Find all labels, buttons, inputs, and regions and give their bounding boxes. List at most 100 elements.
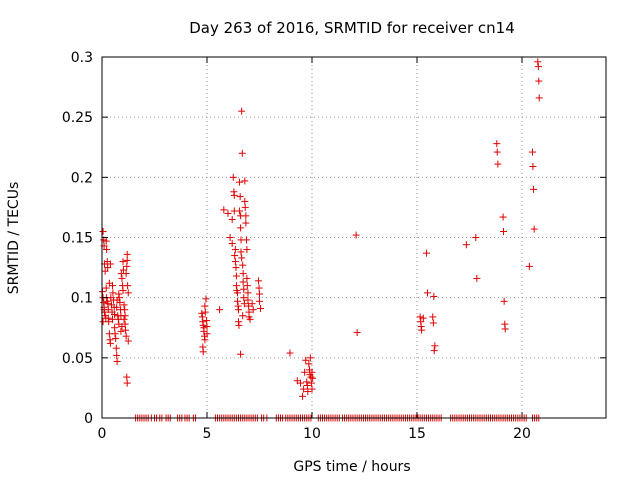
data-point — [201, 308, 209, 316]
data-point — [122, 270, 130, 278]
data-point — [238, 149, 246, 157]
data-point — [352, 231, 360, 239]
data-point — [245, 302, 253, 310]
data-point — [303, 382, 311, 390]
x-tick-label: 5 — [203, 426, 212, 442]
data-point — [233, 289, 241, 297]
data-point — [123, 373, 131, 381]
data-point — [472, 234, 480, 241]
data-point — [115, 294, 123, 302]
data-point — [233, 297, 241, 305]
data-point — [256, 290, 263, 298]
data-point — [243, 246, 251, 254]
data-point — [525, 262, 533, 270]
data-point — [296, 379, 304, 387]
data-point — [424, 289, 431, 297]
data-point — [118, 323, 126, 331]
y-axis-label: SRMTID / TECUs — [6, 182, 22, 295]
data-point — [230, 191, 238, 199]
data-point — [228, 215, 236, 223]
data-point — [241, 197, 249, 205]
data-point — [101, 267, 109, 275]
x-axis-label: GPS time / hours — [293, 459, 410, 475]
data-point — [286, 349, 294, 357]
data-point — [122, 332, 130, 340]
data-point — [109, 282, 116, 290]
data-point — [121, 306, 129, 314]
data-point — [239, 312, 247, 320]
data-point — [248, 300, 256, 308]
data-point — [534, 63, 542, 71]
data-point — [416, 313, 424, 321]
data-point — [238, 107, 246, 115]
data-point — [431, 342, 439, 350]
data-point — [111, 330, 119, 338]
data-point — [124, 289, 132, 297]
x-tick-label: 20 — [513, 426, 531, 442]
data-point — [122, 326, 130, 334]
data-point — [254, 277, 262, 285]
data-point — [535, 77, 543, 85]
data-point — [112, 335, 120, 343]
data-point — [302, 356, 310, 364]
data-point — [493, 148, 501, 156]
y-tick-label: 0.15 — [62, 231, 93, 247]
y-tick-label: 0.25 — [62, 110, 93, 126]
data-point — [231, 252, 239, 260]
data-point — [473, 274, 481, 282]
y-tick-label: 0.1 — [71, 291, 93, 307]
data-point — [121, 312, 129, 320]
data-point — [119, 258, 127, 266]
data-point — [306, 354, 314, 362]
data-point — [305, 360, 313, 368]
data-point — [235, 306, 242, 314]
data-point — [494, 160, 502, 168]
data-point — [239, 261, 247, 269]
data-point — [201, 302, 209, 310]
chart-title: Day 263 of 2016, SRMTID for receiver cn1… — [189, 19, 515, 37]
data-point — [301, 368, 309, 376]
data-point — [529, 148, 536, 156]
data-point — [237, 350, 245, 358]
data-point — [242, 219, 250, 227]
data-point — [226, 234, 234, 241]
data-point — [429, 319, 437, 327]
data-point — [241, 177, 249, 185]
data-point — [102, 237, 110, 245]
axis-ticks: 0 5 10 15 20 0 0.05 0.1 0.15 0.2 0.25 0.3 — [62, 50, 606, 442]
data-point — [216, 306, 224, 314]
data-point — [202, 295, 210, 303]
data-point — [111, 311, 119, 319]
data-point — [244, 289, 252, 297]
data-point — [102, 284, 110, 292]
data-point — [105, 318, 113, 326]
data-point — [246, 315, 254, 323]
data-point — [120, 301, 128, 309]
data-point — [462, 241, 470, 249]
data-point — [104, 264, 112, 272]
data-point — [240, 300, 248, 308]
y-tick-label: 0.3 — [71, 50, 93, 66]
data-point — [124, 282, 132, 290]
data-point — [238, 254, 246, 262]
data-point — [429, 313, 437, 321]
data-point — [236, 178, 244, 186]
data-point — [112, 344, 120, 352]
data-point — [231, 258, 239, 266]
data-point — [243, 274, 251, 282]
data-point — [220, 206, 228, 214]
data-point — [529, 163, 537, 171]
data-point — [203, 317, 211, 325]
data-point — [255, 284, 263, 292]
data-point — [353, 329, 361, 337]
grid — [102, 57, 606, 418]
data-point — [237, 248, 245, 256]
data-point — [229, 173, 237, 181]
data-point — [228, 240, 236, 248]
data-point — [119, 286, 127, 294]
data-point — [240, 294, 248, 302]
data-point — [244, 296, 252, 304]
data-point — [422, 249, 430, 257]
data-point — [249, 306, 257, 314]
